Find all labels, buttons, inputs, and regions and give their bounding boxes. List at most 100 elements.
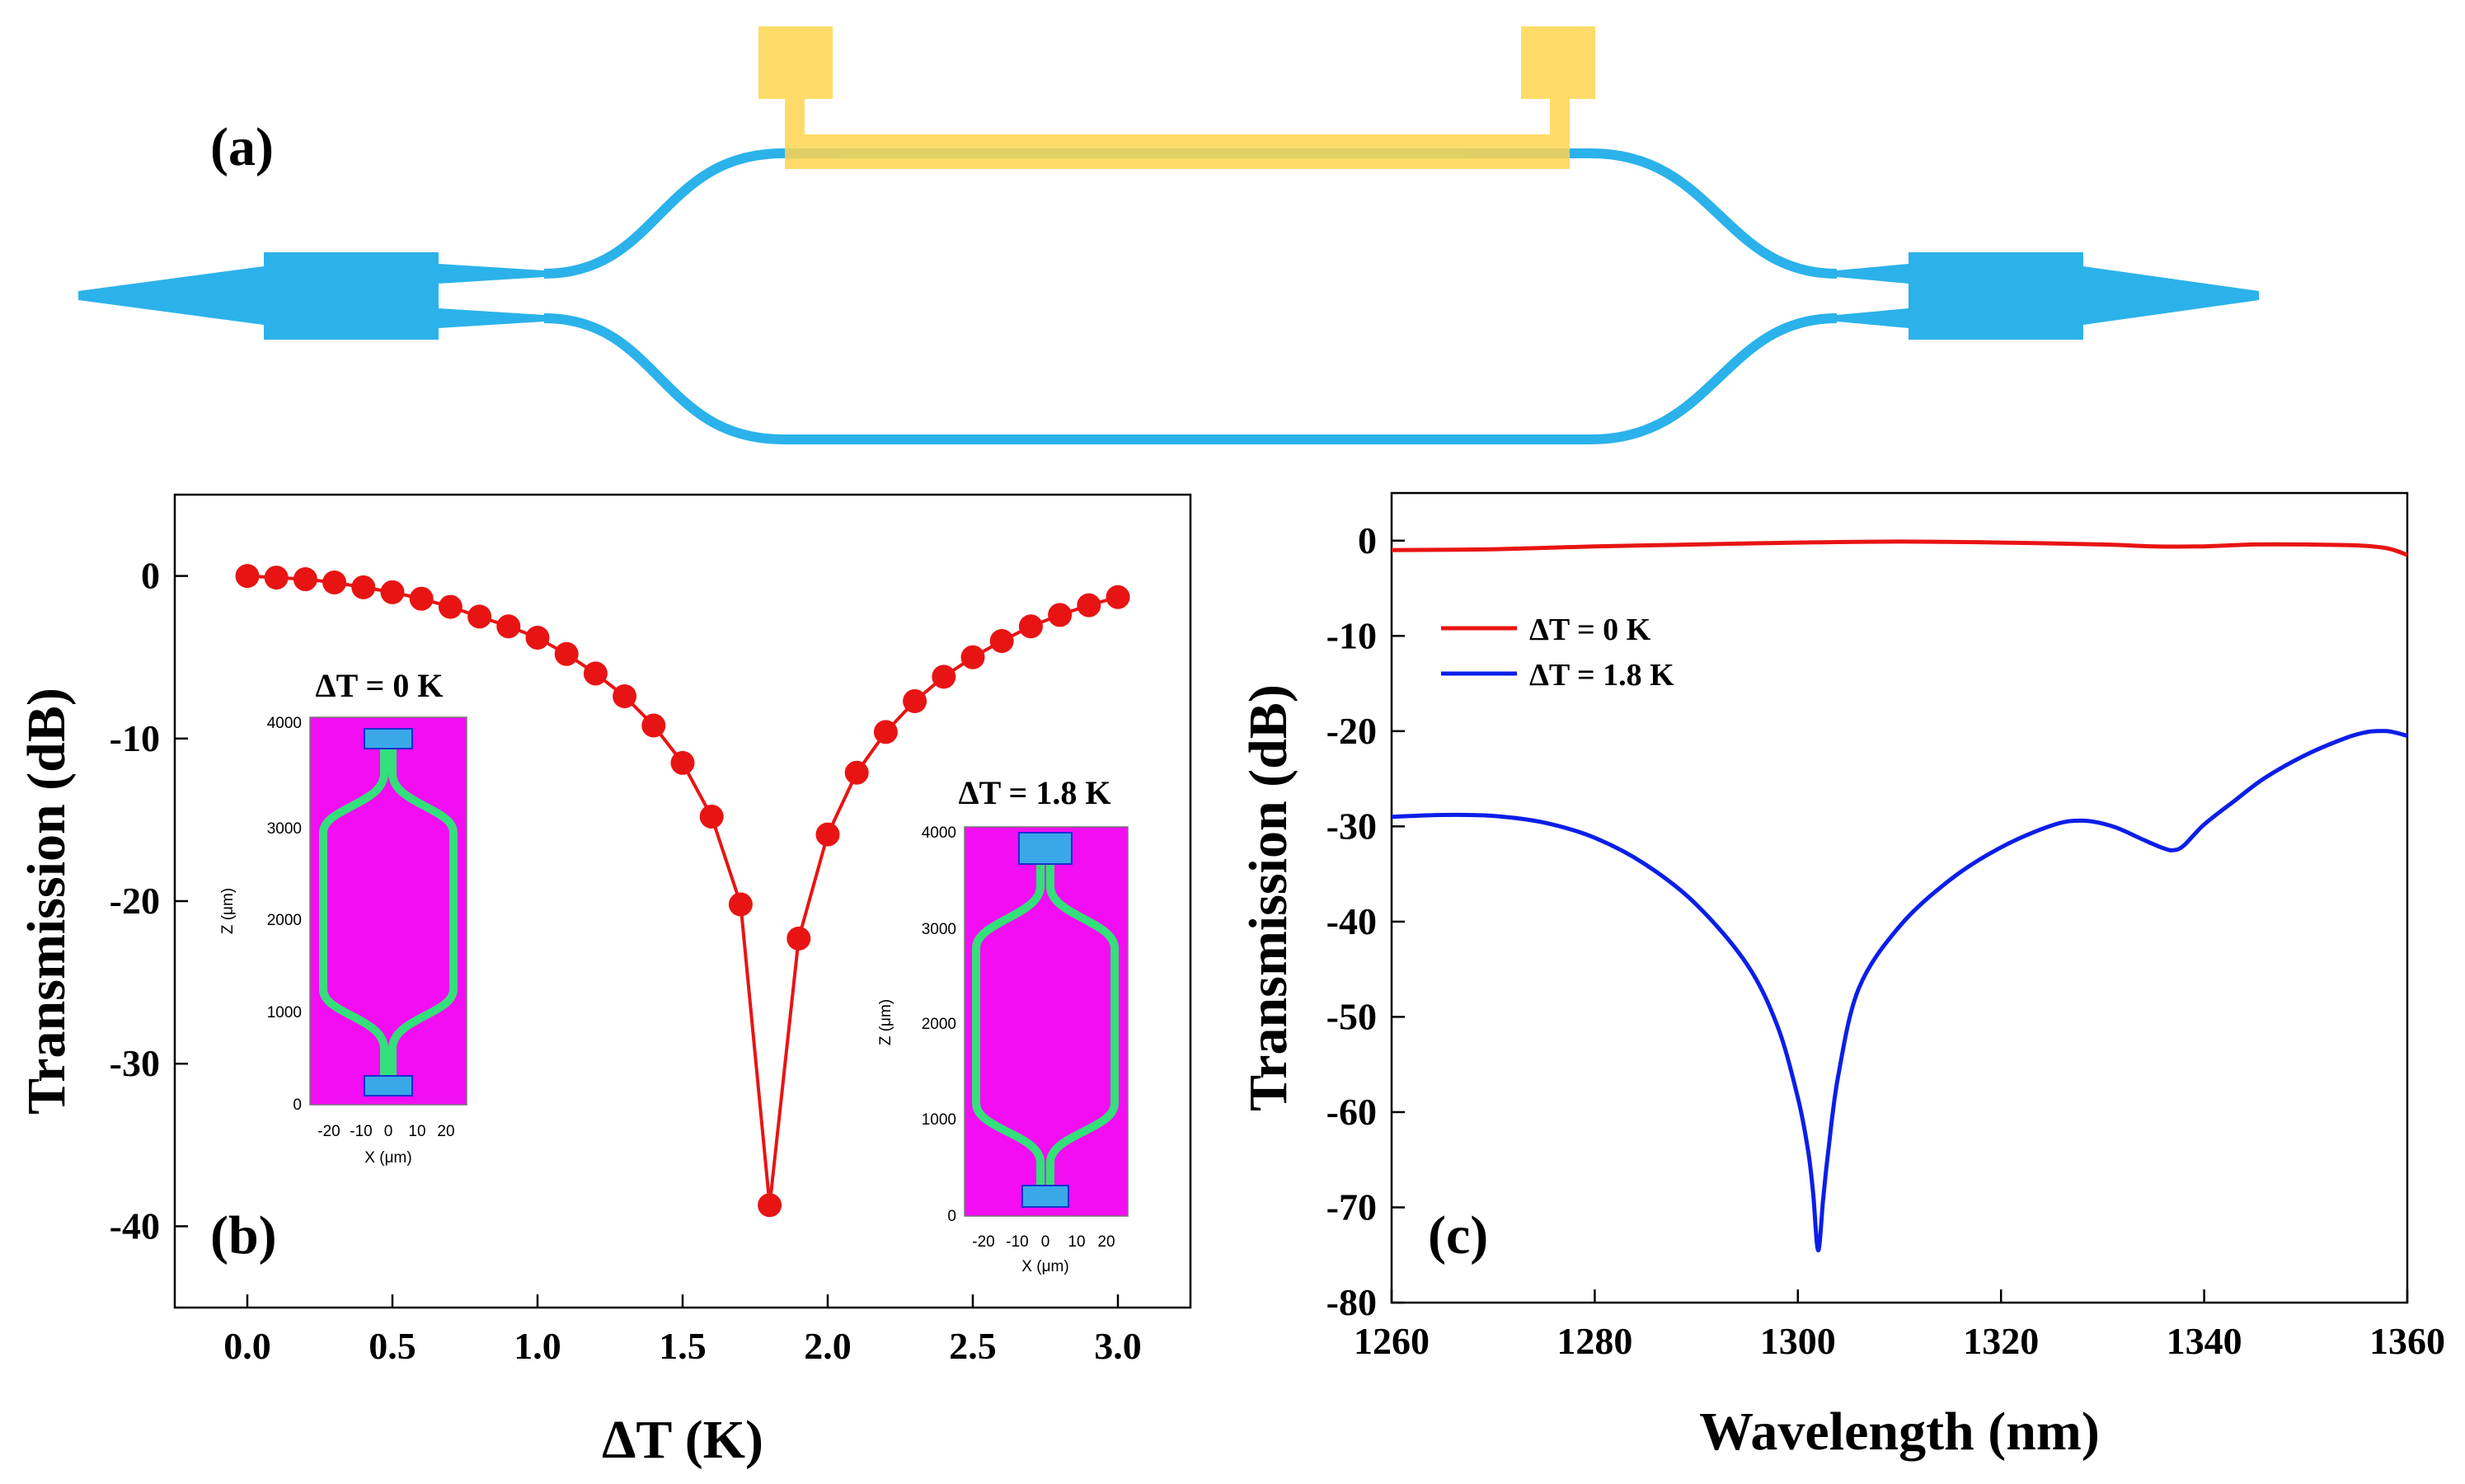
inset-0-xtick: -10 (350, 1123, 372, 1140)
inset-0-mmi-bottom (364, 1075, 413, 1097)
inset-0-xtick: -20 (317, 1123, 340, 1140)
panel-b-data-point (932, 665, 956, 689)
panel-c-label: (c) (1428, 1205, 1488, 1266)
panel-b-data-point (873, 720, 898, 744)
inset-0-xlabel: X (μm) (364, 1149, 411, 1167)
input-taper (78, 266, 264, 325)
inset-1-plot-bg (965, 827, 1128, 1216)
panel-b-xtick-label: 0.5 (369, 1325, 416, 1367)
inset-1-frame (964, 826, 1129, 1217)
inset-1-ytick: 3000 (922, 921, 956, 938)
lower-arm-waveguide (543, 313, 1838, 444)
inset-1-yticks: 0 1000 2000 3000 4000 (922, 824, 956, 1225)
panel-c-xtick-label: 1300 (1760, 1320, 1836, 1362)
panel-c-xtick-label: 1280 (1556, 1320, 1632, 1362)
panel-c-ytick-label: -50 (1326, 995, 1377, 1037)
panel-b-xtick-label: 3.0 (1094, 1325, 1142, 1367)
input-mmi-out-top (439, 264, 544, 284)
inset-1-ytick: 2000 (922, 1016, 956, 1033)
panel-b-data-point (380, 580, 405, 604)
panel-b-ytick-label: -40 (110, 1205, 160, 1247)
inset-dt-0: ΔT = 0 K 0 1000 2000 3000 4000 -20 -10 0… (219, 667, 467, 1167)
panel-b-data-point (1077, 593, 1101, 618)
inset-1-xticks: -20 -10 0 10 20 (972, 1233, 1115, 1251)
inset-0-mmi-top (364, 728, 413, 749)
inset-0-ytick: 2000 (267, 912, 302, 929)
panel-b-data-point (235, 564, 260, 589)
panel-b-markers (235, 564, 1130, 1218)
panel-b-xtick-label: 0.0 (223, 1325, 271, 1367)
panel-b-data-point (670, 750, 695, 775)
panel-c-legend: ΔT = 0 K ΔT = 1.8 K (1441, 613, 1674, 693)
panel-b-data-point (903, 688, 927, 713)
inset-1-mmi-top (1018, 832, 1073, 865)
inset-0-ytick: 4000 (267, 715, 302, 732)
inset-0-ylabel: Z (μm) (219, 888, 237, 934)
inset-0-waveguide-left (319, 749, 388, 1076)
panel-b-xlabel: ΔT (K) (602, 1410, 763, 1470)
inset-1-ytick: 4000 (922, 824, 956, 842)
input-mmi (264, 252, 439, 340)
panel-b-axes: 0.0 0.5 1.0 1.5 2.0 2.5 3.0 0 -10 -20 -30 -40 (110, 555, 1142, 1367)
panel-c-ytick-label: 0 (1358, 519, 1377, 561)
panel-c-chart: 1260 1280 1300 1320 1340 1360 0 -10 -20 -30 -40 -50… (1238, 491, 2445, 1462)
panel-b-ytick-label: -10 (110, 717, 160, 759)
panel-b-ytick-label: -20 (110, 880, 160, 922)
output-mmi (1909, 252, 2083, 340)
panel-a-label: (a) (210, 117, 274, 177)
panel-c-xtick-label: 1320 (1963, 1320, 2039, 1362)
panel-c-series-dt-0 (1391, 539, 2408, 557)
inset-1-xtick: -10 (1006, 1233, 1028, 1251)
inset-0-ytick: 1000 (267, 1004, 302, 1021)
panel-c-ytick-label: -70 (1326, 1186, 1377, 1228)
inset-1-waveguide-right (1046, 864, 1119, 1186)
inset-1-ylabel: Z (μm) (877, 999, 894, 1045)
inset-0-frame (309, 716, 467, 1106)
panel-c-ytick-label: -20 (1326, 710, 1377, 752)
panel-c-series (1391, 539, 2408, 1253)
panel-b-data-point (496, 614, 521, 639)
panel-b-data-point (786, 926, 811, 951)
inset-0-xticks: -20 -10 0 10 20 (317, 1123, 454, 1140)
panel-b-data-point (409, 586, 434, 611)
output-mmi-in-top (1837, 264, 1909, 284)
inset-0-ytick: 0 (293, 1097, 302, 1114)
panel-b-chart: 0.0 0.5 1.0 1.5 2.0 2.5 3.0 0 -10 -20 -30 -40 Trans… (16, 493, 1192, 1470)
heater-lead-right (1550, 99, 1570, 140)
panel-b-ytick-label: -30 (110, 1042, 160, 1084)
panel-c-ytick-label: -10 (1326, 614, 1377, 656)
panel-b-data-point (322, 570, 347, 594)
inset-0-xtick: 0 (384, 1123, 393, 1140)
inset-1-ytick: 1000 (922, 1111, 956, 1129)
input-mmi-out-bot (439, 308, 544, 328)
mzi-schematic: (a) (78, 26, 2259, 444)
panel-b-data-point (438, 594, 462, 619)
inset-1-xtick: 20 (1097, 1233, 1115, 1251)
inset-1-xtick: 10 (1068, 1233, 1085, 1251)
panel-c-ytick-label: -40 (1326, 900, 1377, 942)
panel-c-xlabel: Wavelength (nm) (1699, 1402, 2100, 1462)
panel-b-data-point (1018, 614, 1043, 639)
inset-0-ytick: 3000 (267, 820, 302, 838)
panel-b-data-point (1106, 585, 1130, 609)
inset-1-xlabel: X (μm) (1021, 1258, 1068, 1275)
panel-b-data-point (264, 566, 289, 590)
panel-b-xtick-label: 1.5 (659, 1325, 707, 1367)
panel-c-series-dt-1-8 (1391, 729, 2408, 1253)
panel-b-data-point (699, 804, 724, 829)
panel-b-ylabel: Transmission (dB) (16, 688, 77, 1115)
heater-lead-left (785, 99, 805, 140)
inset-1-title: ΔT = 1.8 K (959, 774, 1111, 811)
panel-c-ylabel: Transmission (dB) (1238, 684, 1298, 1111)
panel-b-data-point (554, 641, 579, 666)
inset-1-xtick: -20 (972, 1233, 994, 1251)
panel-c-ytick-label: -30 (1326, 805, 1377, 847)
inset-dt-1-8: ΔT = 1.8 K 0 1000 2000 3000 4000 -20 -10… (877, 774, 1129, 1275)
panel-b-data-point (613, 684, 637, 709)
heater-pad-right (1521, 26, 1595, 99)
panel-b-ytick-label: 0 (141, 555, 160, 597)
inset-1-mmi-bottom (1021, 1185, 1069, 1208)
inset-1-waveguide-left (972, 864, 1045, 1186)
panel-b-data-point (960, 645, 985, 669)
